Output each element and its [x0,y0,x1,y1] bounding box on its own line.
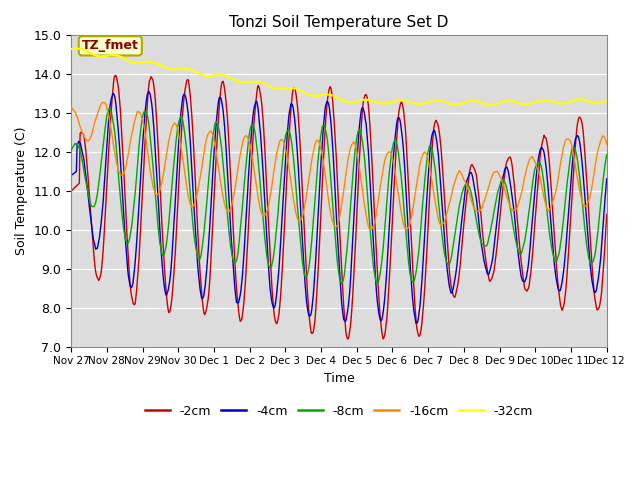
X-axis label: Time: Time [324,372,355,385]
Y-axis label: Soil Temperature (C): Soil Temperature (C) [15,127,28,255]
Text: TZ_fmet: TZ_fmet [82,39,139,52]
Legend: -2cm, -4cm, -8cm, -16cm, -32cm: -2cm, -4cm, -8cm, -16cm, -32cm [140,400,538,423]
Title: Tonzi Soil Temperature Set D: Tonzi Soil Temperature Set D [229,15,449,30]
